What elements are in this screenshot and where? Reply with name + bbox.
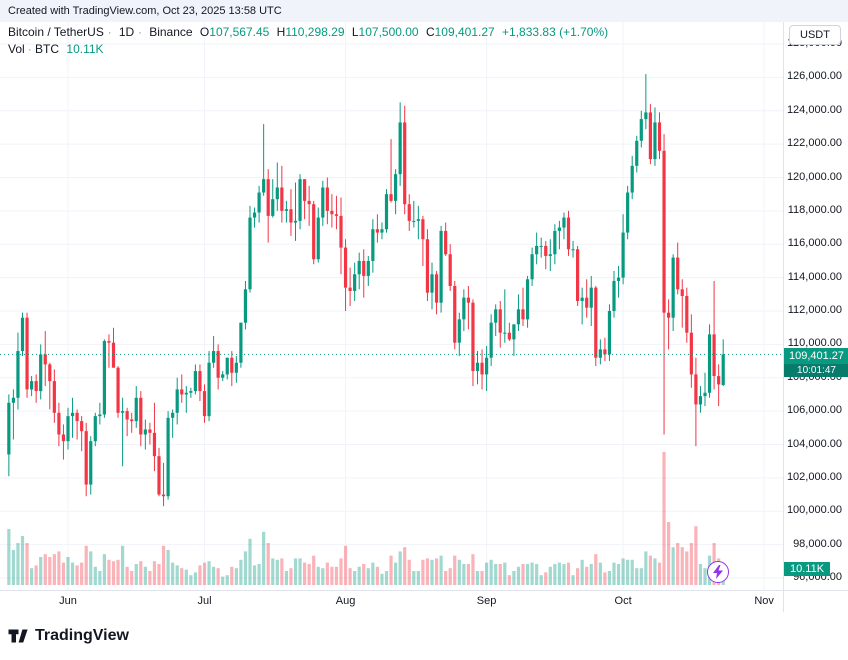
price-axis-label: 98,000.00 [793,537,842,550]
price-axis-label: 100,000.00 [786,504,842,517]
tradingview-logo[interactable]: TradingView [8,627,129,645]
attribution-bar: Created with TradingView.com, Oct 23, 20… [0,0,848,22]
exchange-label[interactable]: Binance [149,25,193,39]
vol-unit: BTC [35,42,60,56]
time-axis-label: Sep [476,595,497,607]
low-value: L107,500.00 [351,25,419,39]
time-axis-label: Nov [754,595,774,607]
attribution-text: Created with TradingView.com, Oct 23, 20… [8,5,282,17]
price-axis-label: 104,000.00 [786,437,842,450]
vol-value: 10.11K [66,42,104,56]
time-axis[interactable]: Jun Jul Aug Sep Oct Nov [0,590,848,612]
price-axis-label: 106,000.00 [786,404,842,417]
legend-separator: · [138,27,142,39]
price-axis-label: 122,000.00 [786,137,842,150]
last-price-badge: 109,401.27 10:01:47 [784,348,848,378]
price-axis-label: 114,000.00 [787,270,842,283]
change-value: +1,833.83 (+1.70%) [502,25,609,39]
open-value: O107,567.45 [199,25,270,39]
tradingview-logo-icon [8,629,28,643]
axis-separator [783,590,784,612]
lightning-button[interactable] [707,561,729,583]
price-axis[interactable]: USDT 96,000.00 98,000.00 100,000.00 102,000… [783,22,848,590]
price-axis-label: 118,000.00 [787,203,842,216]
price-axis-label: 120,000.00 [786,170,842,183]
price-axis-label: 126,000.00 [786,70,842,83]
price-axis-label: 112,000.00 [787,304,842,316]
time-axis-label: Jul [197,595,212,607]
chart-region: Bitcoin / TetherUS · 1D · Binance O107,567… [0,22,848,590]
time-axis-label: Aug [335,595,356,607]
volume-badge: 10.11K [784,562,831,576]
legend-separator: · [107,27,112,39]
price-axis-label: 124,000.00 [786,103,842,116]
tradingview-wordmark: TradingView [35,627,129,644]
last-price-value: 109,401.27 [784,348,848,365]
symbol-title[interactable]: Bitcoin / TetherUS [8,25,104,39]
time-axis-label: Jun [59,595,77,607]
high-value: H110,298.29 [276,25,345,39]
close-value: C109,401.27 [425,25,495,39]
currency-toggle-button[interactable]: USDT [789,25,841,45]
price-axis-label: 110,000.00 [787,337,842,350]
vol-label: Vol [8,42,25,56]
candlestick-chart[interactable] [0,22,848,590]
footer: TradingView [0,612,848,660]
price-axis-label: 102,000.00 [786,470,842,483]
lightning-icon [713,565,723,579]
candle-countdown: 10:01:47 [784,364,848,378]
volume-legend: Vol · BTC 10.11K [8,42,612,56]
time-axis-label: Oct [614,595,632,607]
legend-separator: · [28,44,32,56]
interval-label[interactable]: 1D [118,25,135,39]
legend: Bitcoin / TetherUS · 1D · Binance O107,567… [8,25,612,56]
price-axis-label: 116,000.00 [787,237,842,250]
